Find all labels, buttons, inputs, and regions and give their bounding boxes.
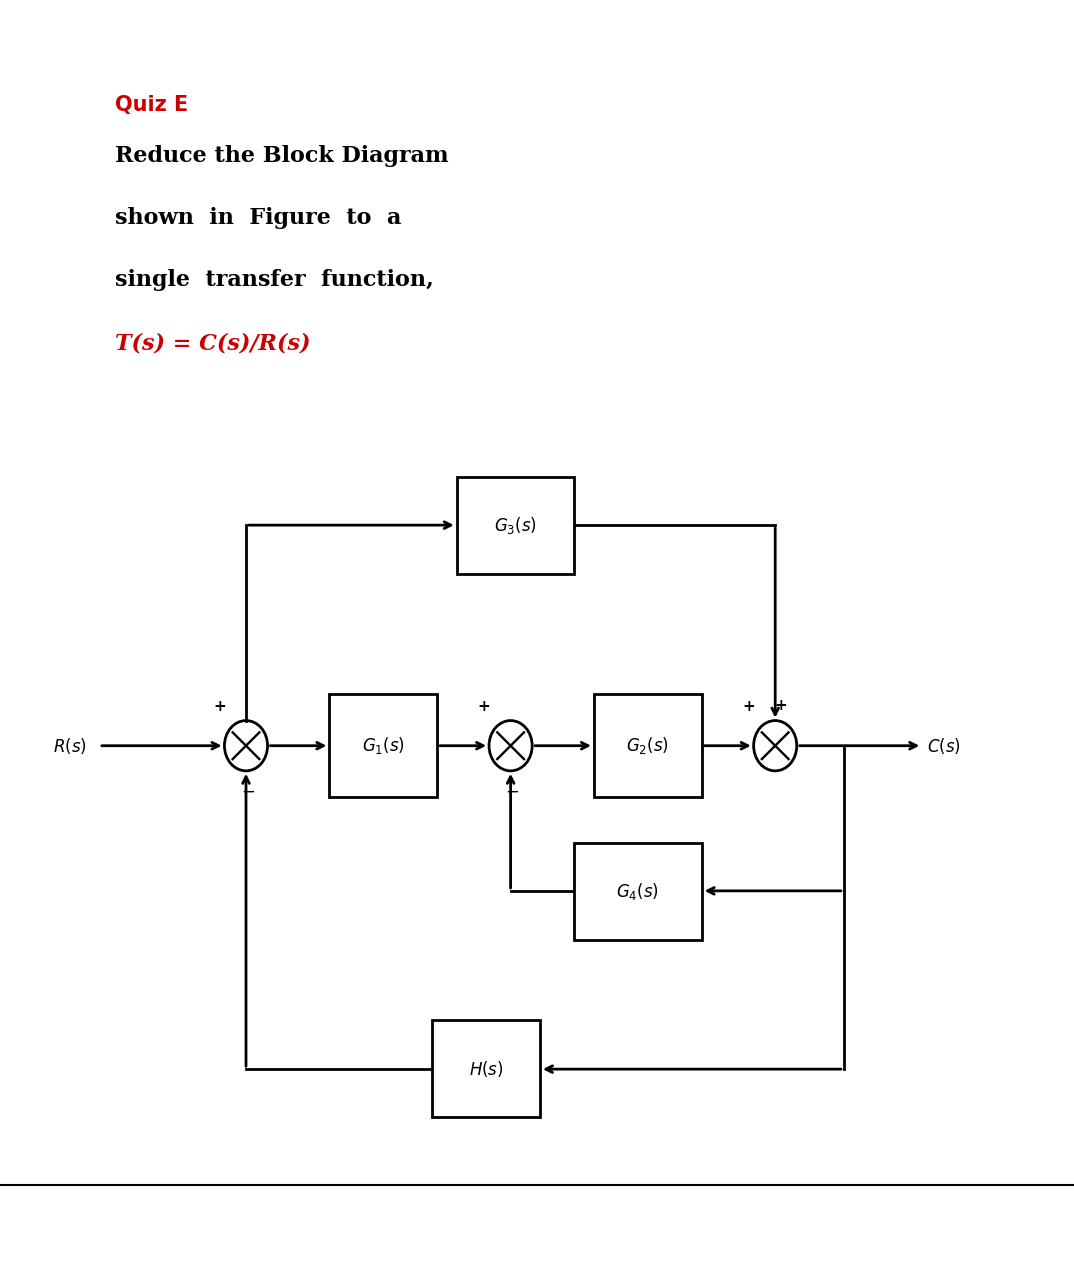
Text: $G_1(s)$: $G_1(s)$ [362, 735, 405, 756]
Text: $C(s)$: $C(s)$ [927, 736, 961, 755]
Text: $G_3(s)$: $G_3(s)$ [494, 516, 537, 536]
Text: $G_2(s)$: $G_2(s)$ [626, 735, 669, 756]
Text: Quiz E: Quiz E [115, 95, 188, 115]
Bar [575, 842, 701, 940]
Bar [330, 694, 437, 797]
Text: +: + [213, 699, 226, 714]
Text: +: + [478, 699, 491, 714]
Text: +: + [742, 699, 755, 714]
Text: $-$: $-$ [241, 781, 255, 799]
Text: Reduce the Block Diagram: Reduce the Block Diagram [115, 145, 449, 166]
Text: $H(s)$: $H(s)$ [468, 1059, 504, 1079]
Text: shown  in  Figure  to  a: shown in Figure to a [115, 207, 402, 229]
Text: T(s) = C(s)/R(s): T(s) = C(s)/R(s) [115, 333, 310, 355]
Text: single  transfer  function,: single transfer function, [115, 269, 434, 291]
Text: $-$: $-$ [506, 781, 520, 799]
Text: +: + [774, 698, 787, 713]
Bar [456, 477, 575, 575]
Text: $R(s)$: $R(s)$ [54, 736, 87, 755]
Bar [594, 694, 701, 797]
Bar [432, 1020, 540, 1117]
Text: $G_4(s)$: $G_4(s)$ [616, 881, 659, 902]
